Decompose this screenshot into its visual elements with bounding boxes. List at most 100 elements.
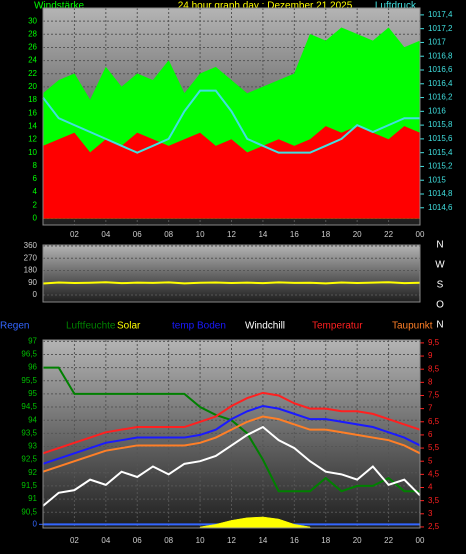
y2-tick-label: 7,5 [428, 391, 440, 400]
y2-axis-label: Luftdruck [375, 1, 417, 12]
y2-tick-label: 7 [428, 404, 433, 413]
y-tick-label: 2 [33, 200, 38, 209]
y2-tick-label: 3 [428, 509, 433, 518]
y-tick-label: 10 [28, 148, 37, 157]
x-tick-label: 08 [164, 536, 173, 545]
y-axis-label: Windstärke [34, 1, 84, 12]
y2-tick-label: 1015,2 [428, 162, 453, 171]
x-tick-label: 00 [416, 230, 425, 239]
y-tick-label: 4 [33, 187, 38, 196]
x-tick-label: 14 [258, 230, 267, 239]
plot-frame [42, 244, 421, 303]
y2-tick-label: 1017,4 [428, 10, 453, 19]
y-tick-label: 12 [28, 135, 37, 144]
y-tick-label: 14 [28, 121, 37, 130]
legend-entry: Temperatur [312, 321, 363, 332]
y-tick-label: 180 [24, 266, 38, 275]
plot-frame [42, 7, 421, 226]
y-tick-label: 0 [33, 290, 38, 299]
y2-tick-label: 6 [428, 430, 433, 439]
y2-tick-label: 1016,8 [428, 51, 453, 60]
y-tick-label: 93 [28, 442, 37, 451]
plot-background [43, 245, 420, 302]
legend-entry: Taupunkt [392, 321, 433, 332]
y-tick-label: 95,5 [21, 376, 37, 385]
y-tick-label: 94 [28, 415, 37, 424]
y2-tick-label: 9 [428, 351, 433, 360]
direction-label: S [437, 280, 444, 291]
y2-tick-label: 1015,6 [428, 134, 453, 143]
chart-title: 24 hour graph day : Dezember 21 2025 [178, 1, 353, 12]
y2-tick-label: 4,5 [428, 469, 440, 478]
x-tick-label: 08 [164, 230, 173, 239]
y-tick-label: 95 [28, 389, 37, 398]
y2-tick-label: 5,5 [428, 443, 440, 452]
y2-tick-label: 9,5 [428, 338, 440, 347]
y-tick-label: 8 [33, 161, 38, 170]
x-tick-label: 16 [290, 536, 299, 545]
y-tick-label: 90,5 [21, 507, 37, 516]
y-tick-label: 360 [24, 241, 38, 250]
y2-tick-label: 6,5 [428, 417, 440, 426]
y-tick-label: 20 [28, 82, 37, 91]
y-tick-label: 6 [33, 174, 38, 183]
y-tick-label: 96 [28, 363, 37, 372]
y-tick-label: 91 [28, 494, 37, 503]
direction-label: O [436, 300, 444, 311]
y2-tick-label: 5 [428, 456, 433, 465]
x-tick-label: 12 [227, 230, 236, 239]
x-tick-label: 18 [321, 536, 330, 545]
y-tick-label: 93,5 [21, 428, 37, 437]
y-tick-label: 91,5 [21, 481, 37, 490]
line [42, 415, 421, 473]
line [42, 404, 421, 465]
y-tick-label: 96,5 [21, 350, 37, 359]
y2-tick-label: 1017 [428, 38, 446, 47]
y-tick-label: 90 [28, 278, 37, 287]
x-tick-label: 04 [101, 230, 110, 239]
x-tick-label: 06 [133, 230, 142, 239]
x-tick-label: 10 [196, 230, 205, 239]
y2-tick-label: 1016,4 [428, 79, 453, 88]
x-tick-label: 10 [196, 536, 205, 545]
legend-entry: Regen [0, 321, 29, 332]
y-tick-label: 18 [28, 95, 37, 104]
area [199, 516, 311, 529]
y-tick-label: 94,5 [21, 402, 37, 411]
x-tick-label: 04 [101, 536, 110, 545]
x-tick-label: 20 [353, 230, 362, 239]
x-tick-label: 06 [133, 536, 142, 545]
x-tick-label: 22 [384, 536, 393, 545]
y2-tick-label: 1016,2 [428, 93, 453, 102]
y-tick-label: 26 [28, 43, 37, 52]
x-tick-label: 02 [70, 230, 79, 239]
y-tick-label: 30 [28, 16, 37, 25]
y-tick-label: 16 [28, 108, 37, 117]
y2-tick-label: 1014,8 [428, 189, 453, 198]
direction-label: W [435, 260, 445, 271]
line [42, 89, 420, 154]
y2-tick-label: 1015,8 [428, 120, 453, 129]
line [42, 391, 421, 455]
y-tick-label: 22 [28, 69, 37, 78]
y2-tick-label: 2,5 [428, 522, 440, 531]
y-tick-label: 270 [24, 253, 38, 262]
x-tick-label: 02 [70, 536, 79, 545]
y-tick-label: 0 [33, 214, 38, 223]
x-tick-label: 16 [290, 230, 299, 239]
plot-frame [42, 339, 421, 529]
y2-tick-label: 1017,2 [428, 24, 453, 33]
y-tick-label: 97 [28, 336, 37, 345]
y2-tick-label: 3,5 [428, 496, 440, 505]
x-tick-label: 00 [416, 536, 425, 545]
y2-tick-label: 4 [428, 483, 433, 492]
y-tick-label: 92,5 [21, 455, 37, 464]
legend-entry: Solar [117, 321, 141, 332]
direction-label: N [436, 240, 443, 251]
line [42, 281, 421, 285]
y2-tick-label: 1015,4 [428, 148, 453, 157]
y-tick-label: 92 [28, 468, 37, 477]
y3-tick-label: 0 [33, 519, 38, 528]
x-tick-label: 20 [353, 536, 362, 545]
